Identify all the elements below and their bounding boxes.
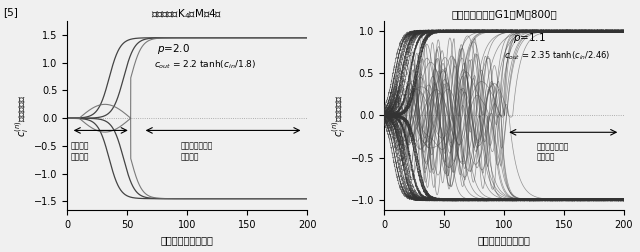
Text: イテレーション
停止可能: イテレーション 停止可能 bbox=[536, 142, 568, 162]
Text: $c_{out}$ = 2.2 tanh($c_{in}$/1.8): $c_{out}$ = 2.2 tanh($c_{in}$/1.8) bbox=[154, 58, 256, 71]
Text: イテレーション
停止可能: イテレーション 停止可能 bbox=[181, 142, 214, 161]
Text: $c_{out}$ = 2.35 tanh($c_{in}$/2.46): $c_{out}$ = 2.35 tanh($c_{in}$/2.46) bbox=[504, 49, 611, 62]
X-axis label: イテレーション回数: イテレーション回数 bbox=[477, 235, 531, 245]
Y-axis label: $c_i^{(n)}$（規格化）: $c_i^{(n)}$（規格化） bbox=[13, 94, 31, 137]
Y-axis label: $c_i^{(n)}$（規格化）: $c_i^{(n)}$（規格化） bbox=[330, 94, 348, 137]
Text: $\it{p}$=2.0: $\it{p}$=2.0 bbox=[157, 42, 190, 56]
Text: 初期状態
雑音付加: 初期状態 雑音付加 bbox=[71, 142, 89, 161]
Title: 完全グラフK$_4$（M＝4）: 完全グラフK$_4$（M＝4） bbox=[152, 7, 223, 21]
X-axis label: イテレーション回数: イテレーション回数 bbox=[161, 235, 214, 245]
Title: ランダムグラフG1（M＝800）: ランダムグラフG1（M＝800） bbox=[451, 9, 557, 19]
Text: $\it{p}$=1.1: $\it{p}$=1.1 bbox=[513, 31, 547, 45]
Text: [5]: [5] bbox=[3, 8, 18, 18]
